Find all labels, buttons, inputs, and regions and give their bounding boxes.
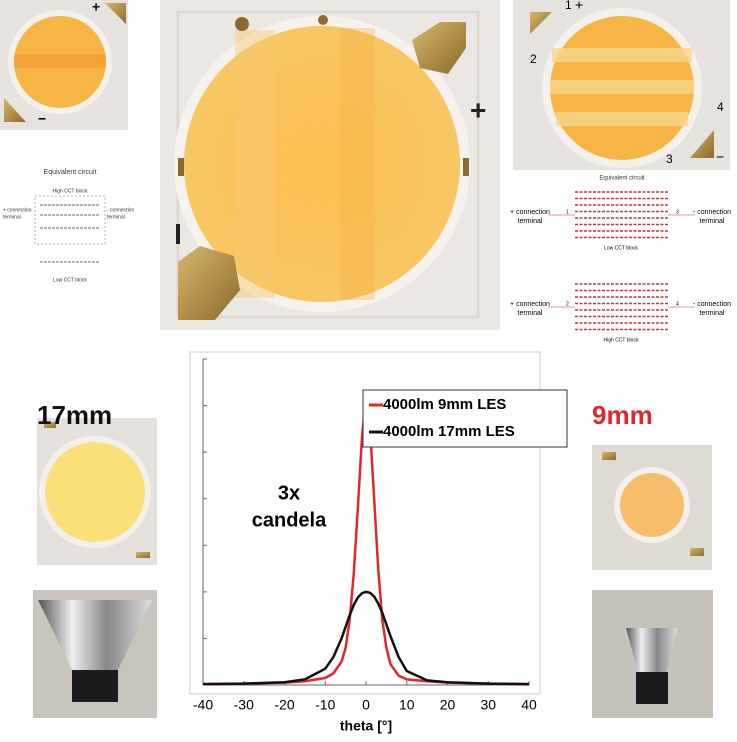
legend-box — [362, 389, 568, 448]
block-label: High CCT block — [53, 188, 88, 194]
terminal-label: + connection — [510, 301, 550, 308]
x-tick-label: -40 — [193, 697, 213, 713]
legend-label: 4000lm 9mm LES — [383, 396, 506, 413]
chip-number: 3 — [666, 152, 673, 166]
terminal-label: + connection — [3, 207, 32, 213]
terminal-number: 2 — [566, 301, 569, 307]
chart: -40 -30 -20 -10 0 10 20 30 40 theta [°] 4000lm 9mm… — [189, 351, 568, 734]
terminal-label: - connection — [693, 209, 731, 216]
chip-number: 1 — [565, 0, 572, 12]
terminal-label: terminal — [700, 310, 725, 317]
terminal-label: terminal — [518, 310, 543, 317]
terminal-number: 1 — [566, 209, 569, 215]
size-label: 17mm — [37, 400, 112, 430]
chip-photo: 1 + 2 3 4 − Equivalent circuit — [513, 0, 730, 182]
x-tick-label: 10 — [399, 697, 415, 713]
x-tick-label: -10 — [315, 697, 335, 713]
circuit-diagram: Equivalent circuit High CCT block + conn… — [3, 169, 134, 283]
chip-number: 2 — [530, 52, 537, 66]
terminal-label: - connection — [107, 207, 134, 213]
chip-photo: + — [160, 0, 500, 330]
x-axis-label: theta [°] — [340, 718, 392, 734]
chip-photo: + − — [0, 0, 128, 130]
annotation: candela — [252, 509, 327, 531]
svg-text:+: + — [92, 0, 100, 15]
x-tick-label: 20 — [440, 697, 456, 713]
svg-text:+: + — [575, 0, 583, 13]
x-tick-label: -20 — [274, 697, 294, 713]
terminal-number: 3 — [676, 209, 679, 215]
block-label: Low CCT block — [604, 245, 638, 251]
reflector-photo — [592, 590, 713, 718]
chip-photo — [592, 445, 712, 570]
terminal-label: terminal — [700, 218, 725, 225]
block-label: High CCT block — [604, 337, 639, 343]
terminal-label: - connection — [693, 301, 731, 308]
svg-text:−: − — [38, 111, 46, 127]
size-label: 9mm — [592, 400, 653, 430]
x-tick-label: 0 — [362, 697, 370, 713]
x-tick-label: -30 — [234, 697, 254, 713]
terminal-label: terminal — [3, 214, 21, 220]
reflector-photo — [33, 590, 157, 718]
terminal-label: terminal — [518, 218, 543, 225]
terminal-label: terminal — [107, 214, 125, 220]
circuit-title: Equivalent circuit — [44, 169, 97, 176]
circuit-title: Equivalent circuit — [599, 176, 645, 182]
circuit-diagram: + connection terminal - connection terminal… — [510, 191, 731, 343]
terminal-label: + connection — [510, 209, 550, 216]
x-tick-label: 30 — [480, 697, 496, 713]
chip-number: 4 — [717, 100, 724, 114]
block-label: Low CCT block — [53, 277, 87, 283]
terminal-number: 4 — [676, 301, 679, 307]
annotation: 3x — [278, 482, 300, 504]
x-tick-label: 40 — [521, 697, 537, 713]
svg-text:−: − — [716, 149, 724, 165]
legend-label: 4000lm 17mm LES — [383, 423, 515, 440]
data-line — [202, 590, 530, 686]
svg-text:+: + — [470, 94, 486, 125]
chip-photo — [37, 418, 157, 565]
plot-frame — [189, 351, 541, 695]
